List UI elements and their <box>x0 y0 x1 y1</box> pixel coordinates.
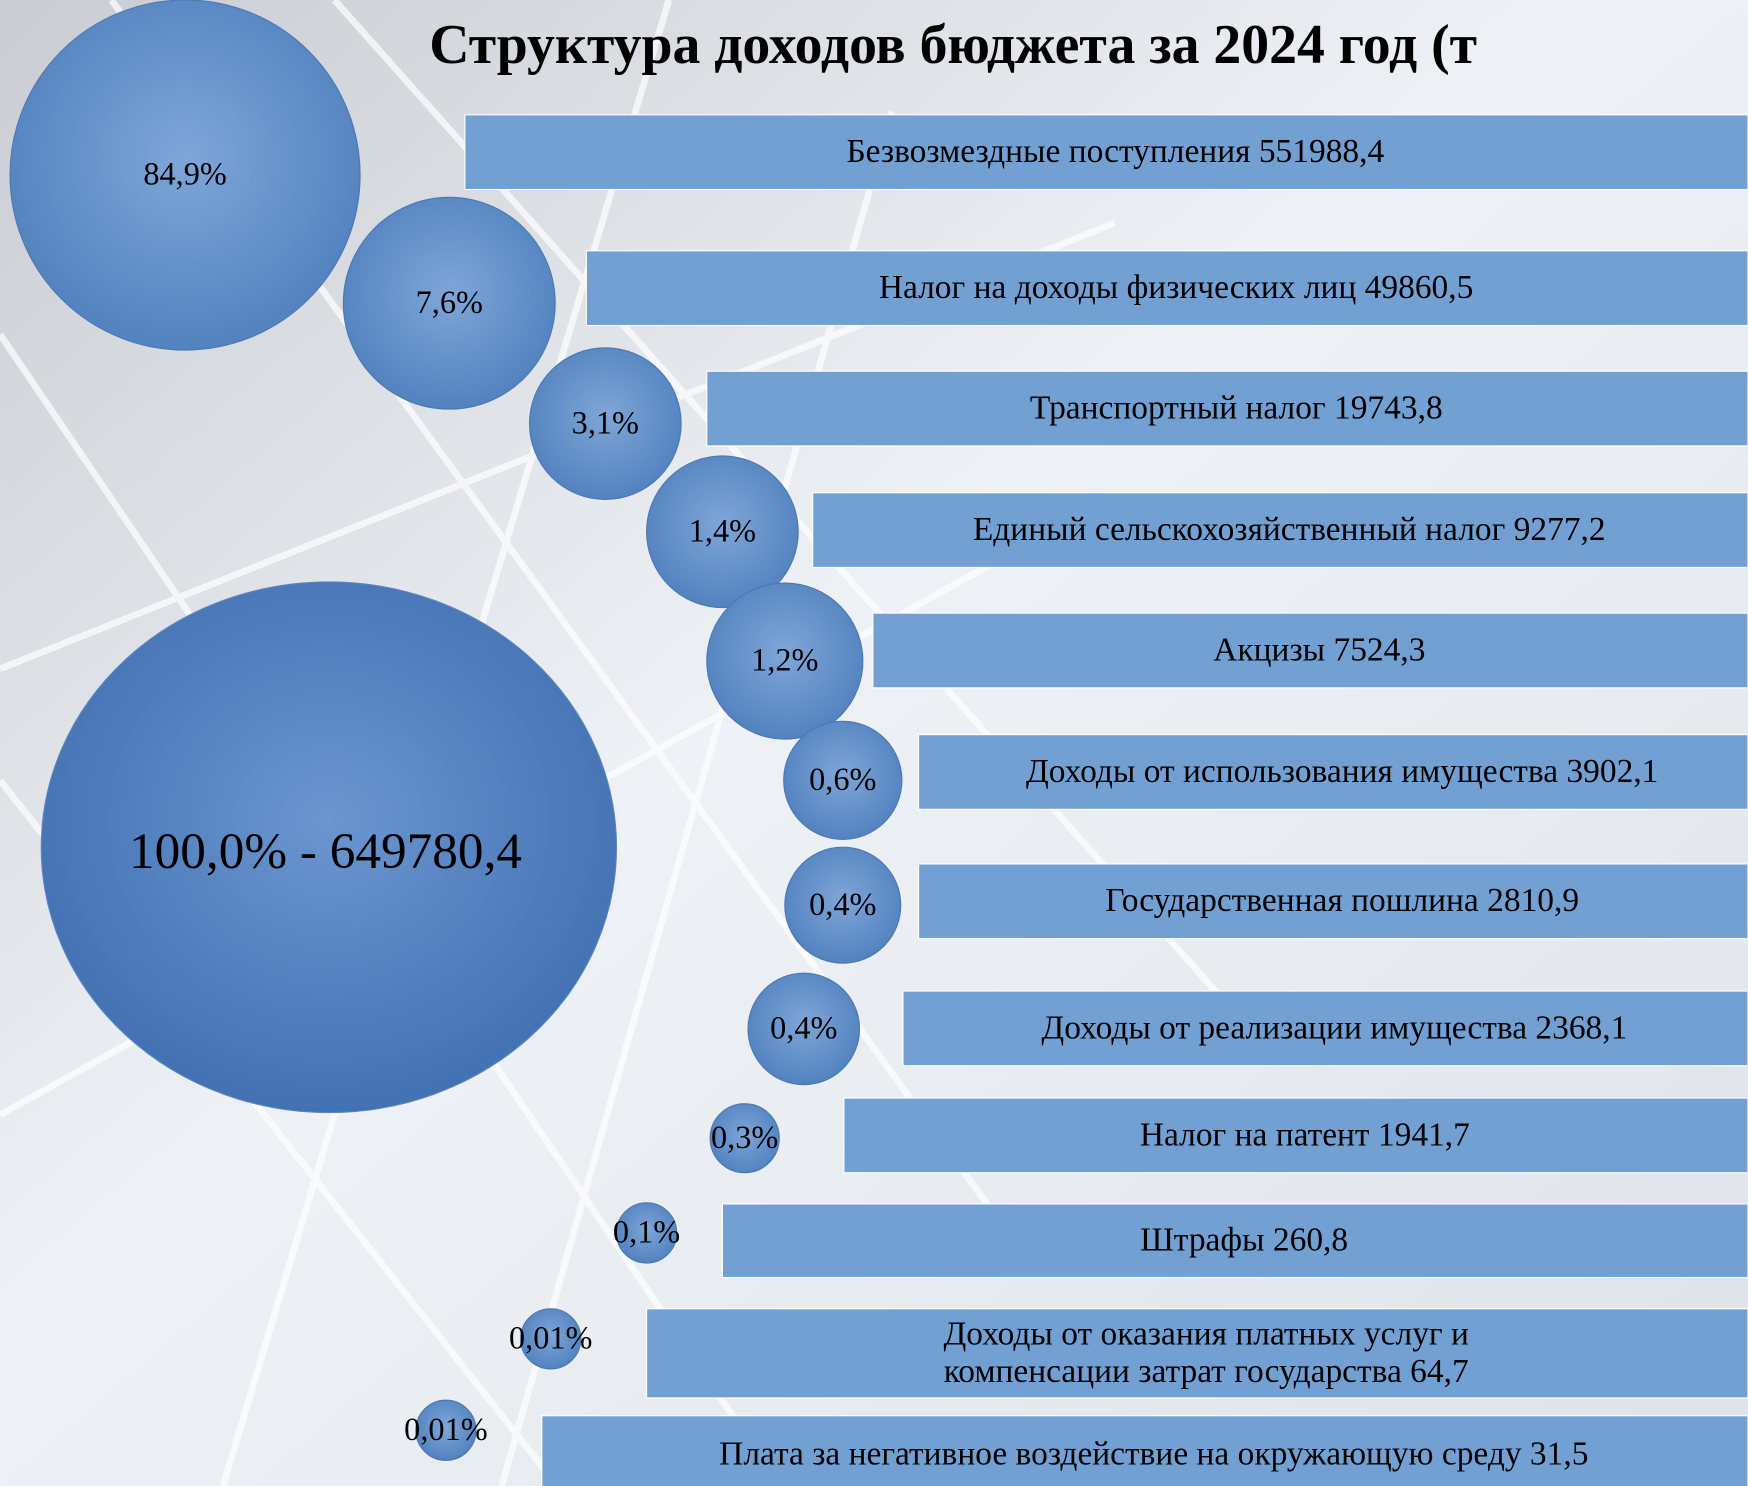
percent-label: 0,4% <box>809 886 876 922</box>
bar-label: Налог на патент 1941,7 <box>1140 1116 1470 1153</box>
bubble <box>520 1308 582 1370</box>
bar <box>918 863 1748 940</box>
bar-label: Акцизы 7524,3 <box>1213 631 1425 668</box>
bar-label: Доходы от использования имущества 3902,1 <box>1026 753 1658 790</box>
bubble <box>709 1103 780 1174</box>
bar <box>843 1097 1748 1174</box>
bar <box>812 492 1748 568</box>
bubble <box>528 347 682 500</box>
bubble <box>706 582 864 740</box>
title: Структура доходов бюджета за 2024 год (т <box>429 14 1477 76</box>
bubble <box>342 196 556 410</box>
bubble <box>9 0 361 351</box>
bar-label: Государственная пошлина 2810,9 <box>1105 882 1579 919</box>
percent-label: 0,1% <box>613 1214 680 1250</box>
percent-label: 0,6% <box>809 761 876 797</box>
bar-label: Плата за негативное воздействие на окруж… <box>719 1436 1588 1473</box>
percent-label: 3,1% <box>572 404 639 440</box>
bar-label: Единый сельскохозяйственный налог 9277,2 <box>973 511 1606 548</box>
bar <box>721 1203 1748 1279</box>
bubble <box>747 972 861 1086</box>
bar <box>646 1308 1748 1399</box>
bar-label: Транспортный налог 19743,8 <box>1030 389 1443 426</box>
percent-label: 0,01% <box>509 1320 592 1356</box>
bar <box>706 370 1748 447</box>
bubble <box>646 455 799 609</box>
bar-label: Налог на доходы физических лиц 49860,5 <box>879 269 1474 306</box>
bar-label: Штрафы 260,8 <box>1140 1222 1348 1259</box>
bar <box>902 990 1748 1067</box>
bar <box>541 1415 1748 1486</box>
bubble <box>415 1399 477 1461</box>
bubble <box>783 720 903 840</box>
bar-label: Безвозмездные поступления 551988,4 <box>846 133 1384 170</box>
bar <box>918 734 1748 810</box>
percent-label: 0,4% <box>770 1010 837 1046</box>
percent-label: 7,6% <box>416 284 483 320</box>
total-bubble <box>40 581 618 1114</box>
percent-label: 1,2% <box>751 642 818 678</box>
bubble <box>784 846 902 964</box>
bar-label: Доходы от оказания платных услуг и <box>944 1315 1470 1352</box>
bar-label: компенсации затрат государства 64,7 <box>944 1353 1469 1390</box>
percent-label: 0,3% <box>711 1119 778 1155</box>
percent-label: 1,4% <box>689 512 756 548</box>
percent-label: 0,01% <box>404 1411 487 1447</box>
percent-label: 84,9% <box>143 156 226 192</box>
bar-label: Доходы от реализации имущества 2368,1 <box>1041 1009 1627 1046</box>
bubble <box>615 1202 678 1264</box>
total-label: 100,0% - 649780,4 <box>129 823 522 880</box>
bar <box>872 612 1748 689</box>
